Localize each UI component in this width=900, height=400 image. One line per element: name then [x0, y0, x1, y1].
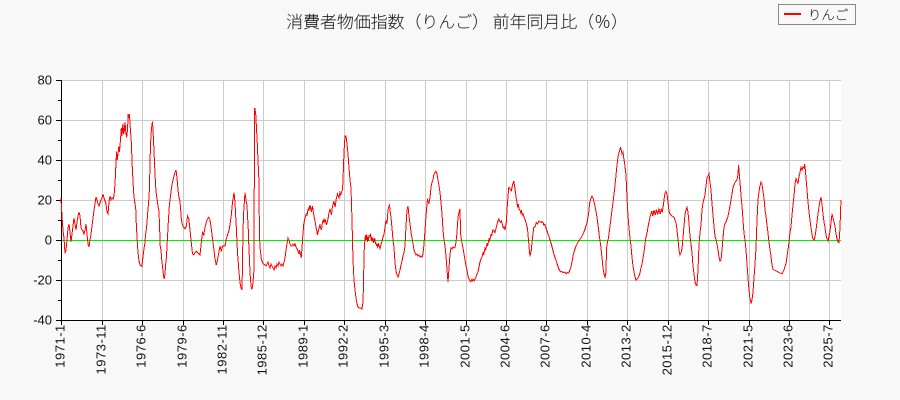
svg-text:1979-6: 1979-6 [175, 324, 190, 367]
svg-text:1971-1: 1971-1 [53, 324, 68, 367]
svg-text:80: 80 [38, 73, 52, 88]
svg-text:1989-1: 1989-1 [296, 324, 311, 367]
svg-text:60: 60 [38, 113, 52, 128]
svg-text:1973-11: 1973-11 [94, 324, 109, 374]
svg-text:-40: -40 [33, 313, 52, 328]
svg-text:2015-12: 2015-12 [660, 324, 675, 375]
svg-text:2010-4: 2010-4 [579, 324, 594, 367]
svg-text:1976-6: 1976-6 [134, 324, 149, 367]
svg-text:1995-3: 1995-3 [377, 324, 392, 367]
svg-text:20: 20 [38, 193, 52, 208]
svg-text:2004-6: 2004-6 [498, 324, 513, 367]
svg-text:-20: -20 [33, 273, 52, 288]
svg-text:1992-2: 1992-2 [336, 324, 351, 367]
svg-text:2021-5: 2021-5 [741, 324, 756, 367]
svg-text:2001-5: 2001-5 [458, 324, 473, 367]
svg-text:0: 0 [45, 233, 52, 248]
svg-text:40: 40 [38, 153, 52, 168]
svg-text:2013-2: 2013-2 [619, 324, 634, 367]
svg-text:1982-11: 1982-11 [215, 324, 230, 374]
svg-text:2018-7: 2018-7 [700, 324, 715, 367]
svg-text:1998-4: 1998-4 [417, 324, 432, 367]
svg-text:2023-6: 2023-6 [781, 324, 796, 367]
svg-text:2007-6: 2007-6 [538, 324, 553, 367]
svg-text:2025-7: 2025-7 [821, 324, 836, 367]
svg-text:1985-12: 1985-12 [255, 324, 270, 375]
